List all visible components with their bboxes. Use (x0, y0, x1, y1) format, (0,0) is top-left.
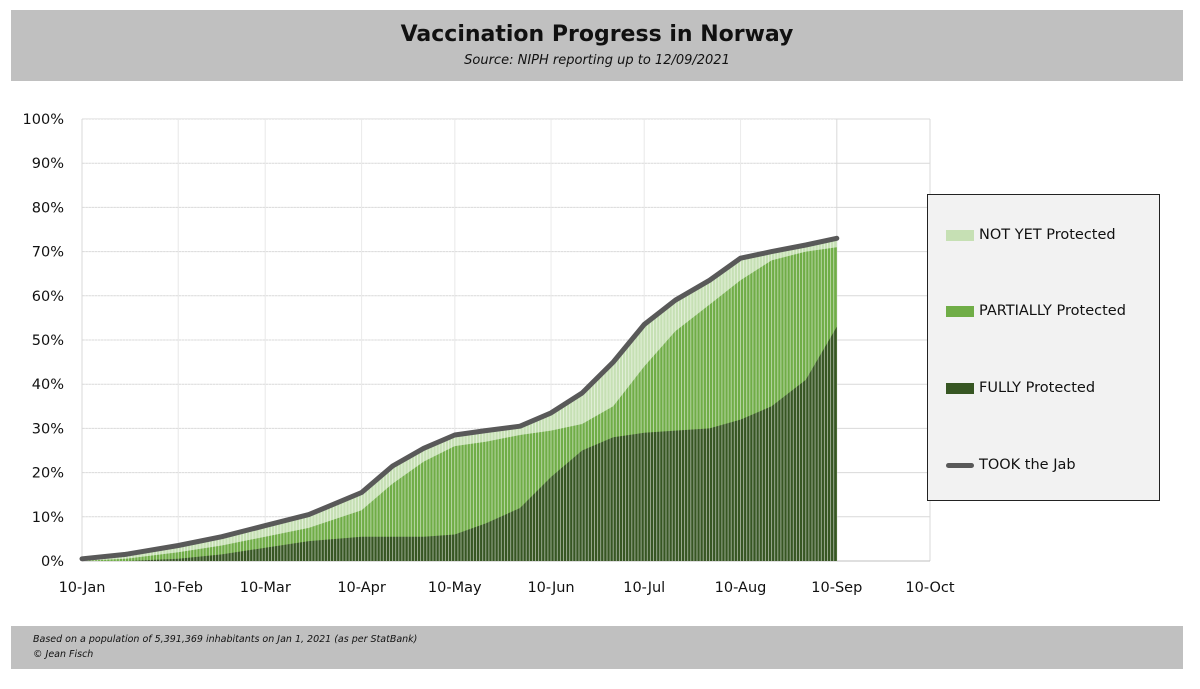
legend-label-not-yet: NOT YET Protected (979, 227, 1116, 243)
legend-line-took-jab (946, 462, 974, 468)
axis-labels: 0% 10% 20% 30% 40% 50% 60% 70% 80% 90% 100% 10-Jan 1… (23, 112, 955, 596)
x-tick-label: 10-Jun (527, 580, 574, 596)
x-tick-label: 10-Sep (811, 580, 862, 596)
legend-item-fully: FULLY Protected (946, 378, 1095, 398)
y-tick-label: 0% (41, 554, 64, 570)
chart-subtitle: Source: NIPH reporting up to 12/09/2021 (464, 53, 730, 68)
legend-swatch-fully (946, 382, 974, 394)
chart-title: Vaccination Progress in Norway (400, 22, 794, 47)
legend-item-took-jab: TOOK the Jab (946, 455, 1076, 475)
legend-swatch-partial (946, 305, 974, 317)
footer-note: Based on a population of 5,391,369 inhab… (33, 634, 418, 645)
y-tick-label: 10% (32, 510, 64, 526)
x-tick-label: 10-May (428, 580, 482, 596)
chart-footer: Based on a population of 5,391,369 inhab… (11, 626, 1183, 669)
y-tick-label: 90% (32, 156, 64, 172)
y-tick-label: 80% (32, 200, 64, 216)
area-fully-protected (82, 326, 837, 561)
chart-header: Vaccination Progress in Norway Source: N… (11, 10, 1183, 81)
x-tick-label: 10-Apr (337, 580, 385, 596)
footer-copyright: © Jean Fisch (33, 649, 94, 660)
x-tick-label: 10-Oct (905, 580, 954, 596)
y-tick-label: 20% (32, 466, 64, 482)
y-tick-label: 60% (32, 289, 64, 305)
legend-swatch-not-yet (946, 229, 974, 241)
legend-label-partial: PARTIALLY Protected (979, 303, 1126, 319)
y-tick-label: 50% (32, 333, 64, 349)
area-layer (82, 238, 837, 562)
legend-item-partial: PARTIALLY Protected (946, 301, 1126, 321)
legend-label-fully: FULLY Protected (979, 380, 1096, 396)
legend-label-took-jab: TOOK the Jab (979, 457, 1076, 473)
bar-texture (84, 119, 835, 561)
y-tick-label: 40% (32, 377, 64, 393)
x-tick-label: 10-Feb (154, 580, 203, 596)
chart-legend: NOT YET Protected PARTIALLY Protected FU… (927, 194, 1160, 501)
x-tick-label: 10-Aug (715, 580, 767, 596)
took-the-jab-line (79, 235, 840, 562)
x-tick-label: 10-Jan (59, 580, 106, 596)
line-layer (79, 235, 840, 562)
x-tick-label: 10-Mar (240, 580, 291, 596)
legend-item-not-yet: NOT YET Protected (946, 225, 1116, 245)
y-tick-label: 70% (32, 245, 64, 261)
x-tick-label: 10-Jul (623, 580, 665, 596)
y-tick-label: 30% (32, 421, 64, 437)
y-tick-label: 100% (23, 112, 64, 128)
